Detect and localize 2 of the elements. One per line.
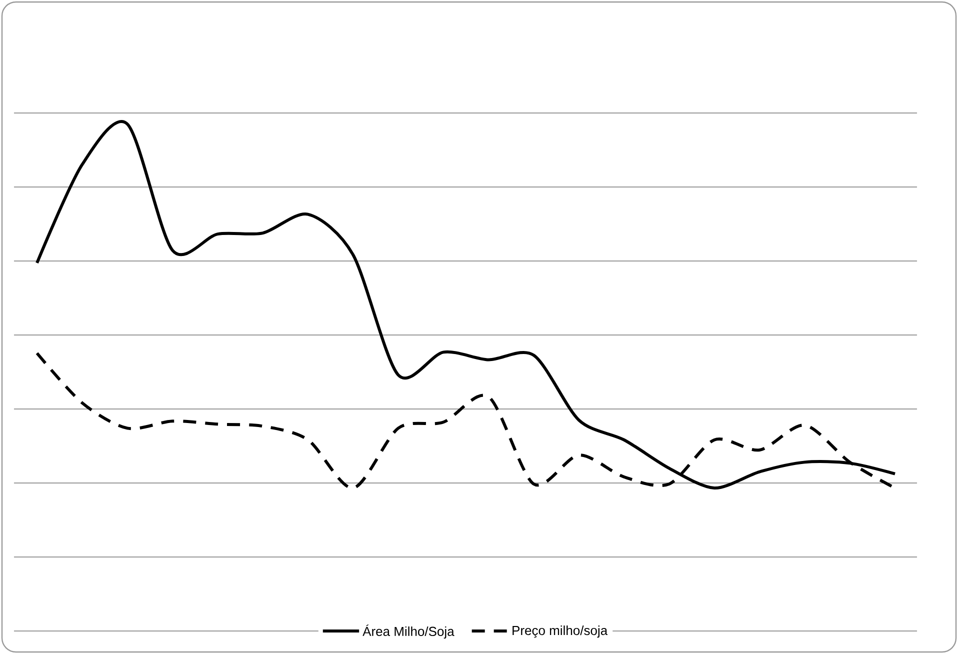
legend-label: Preço milho/soja — [512, 626, 608, 638]
legend-label: Área Milho/Soja — [362, 624, 454, 639]
